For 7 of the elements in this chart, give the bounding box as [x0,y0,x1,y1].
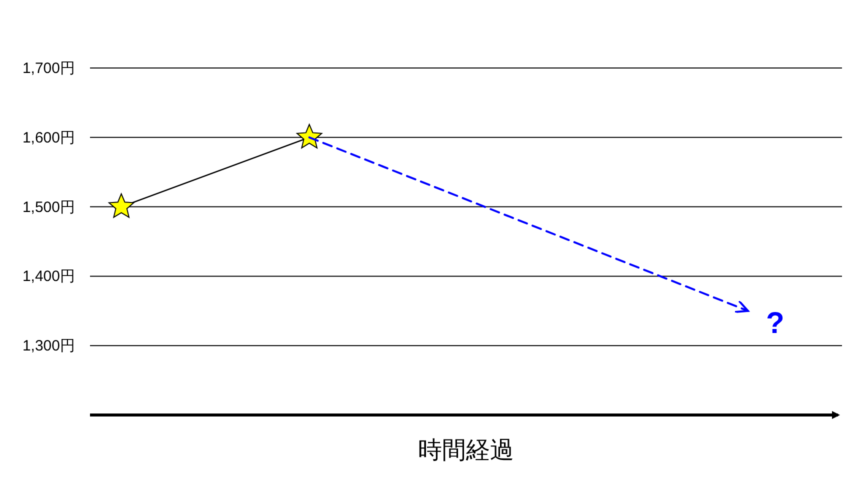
y-tick-label: 1,300円 [22,338,75,355]
y-tick-label: 1,600円 [22,129,75,146]
y-tick-label: 1,400円 [22,268,75,286]
annotation: ? [766,306,784,340]
x-axis-title: 時間経過 [418,436,514,464]
y-tick-label: 1,500円 [22,198,75,216]
y-tick-label: 1,700円 [22,60,75,77]
